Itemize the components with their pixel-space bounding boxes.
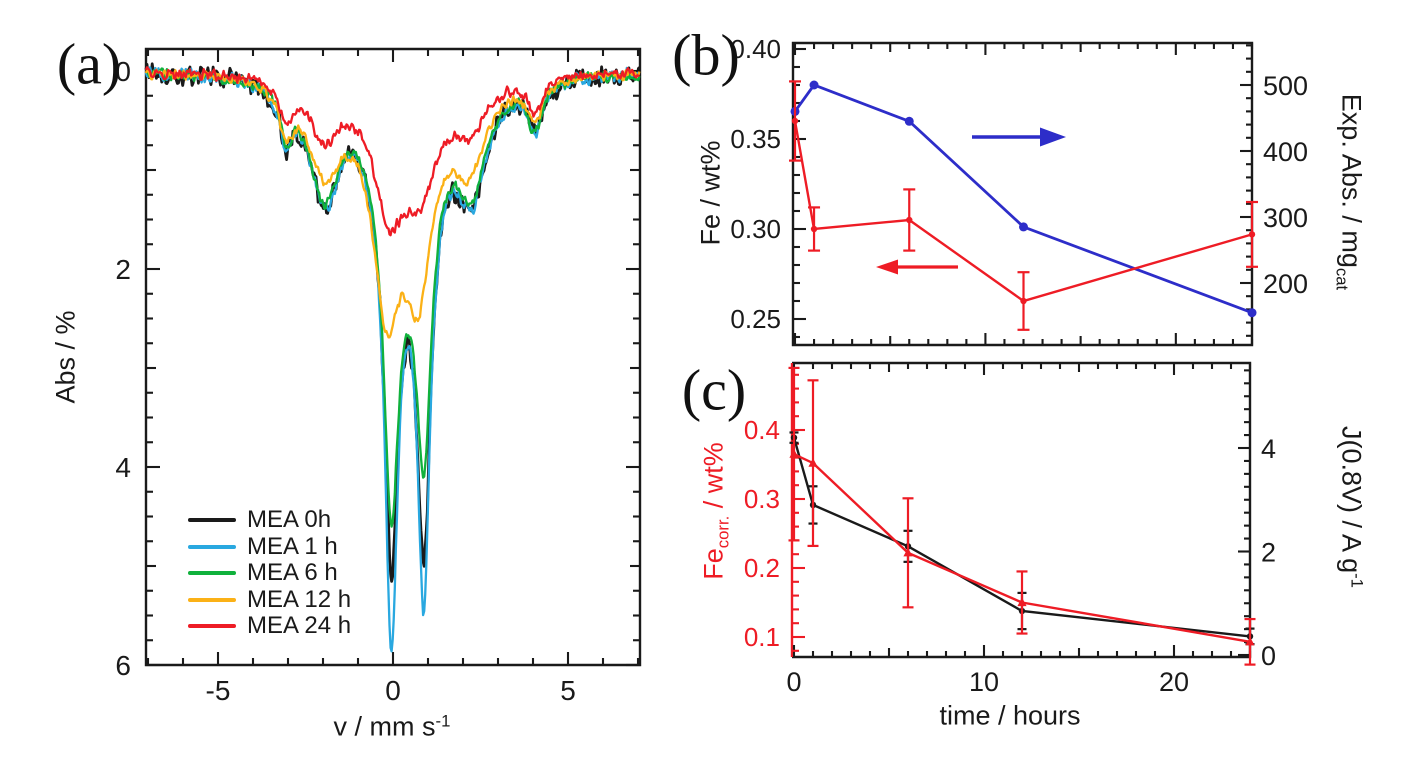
data-point-marker <box>1245 636 1255 646</box>
title-text: Exp. Abs. / mg <box>1336 93 1367 268</box>
panel-a-spectra <box>144 62 641 653</box>
panel-b-left-tick-label: 0.35 <box>730 124 781 154</box>
panel-c-plot <box>790 361 1252 659</box>
subscript: corr. <box>713 515 733 549</box>
panel-a-y-tick-label: 2 <box>115 254 131 285</box>
panel-b-left-tick-label: 0.25 <box>730 304 781 334</box>
panel-b-right-tick-label: 500 <box>1263 71 1308 101</box>
panel-a-y-tick-label: 4 <box>115 452 131 483</box>
data-point-marker <box>903 547 913 557</box>
title-text: J(0.8V) / A g <box>1336 426 1367 574</box>
panel-a-y-tick-label: 0 <box>115 56 131 87</box>
panel-a-x-tick-label: 0 <box>385 675 401 706</box>
panel-b-right-tick-label: 200 <box>1263 269 1308 299</box>
legend-swatch <box>188 571 236 576</box>
spectrum-line-mea-12-h <box>144 68 641 339</box>
panel-a-plot <box>144 47 642 667</box>
panel-b-plot <box>791 41 1254 347</box>
panel-b-tick-labels: 0.40 0.35 0.30 0.25 500 400 300 200 <box>730 34 1308 334</box>
legend-item: MEA 0h <box>188 506 351 534</box>
legend-swatch <box>188 597 236 602</box>
panel-c-right-axis-title: J(0.8V) / A g-1 <box>1335 426 1366 588</box>
panel-b-series <box>789 80 1259 331</box>
blue-right-arrow-head <box>1040 127 1066 147</box>
spectrum-line-mea-24-h <box>144 66 640 237</box>
data-point-marker <box>810 225 818 233</box>
panel-c-series <box>788 366 1256 666</box>
title-text: v / mm s <box>333 711 436 742</box>
legend-item: MEA 6 h <box>188 559 351 587</box>
panel-c-left-axis-title: Fecorr. / wt% <box>699 442 734 580</box>
legend-item: MEA 1 h <box>188 532 351 560</box>
panel-a-x-tick-label: -5 <box>206 675 231 706</box>
legend-label: MEA 24 h <box>247 612 352 640</box>
data-point-marker <box>808 458 818 467</box>
panel-a-letter: (a) <box>56 31 122 97</box>
legend-swatch <box>188 544 236 549</box>
title-text: / wt% <box>698 442 729 516</box>
data-point-marker <box>809 80 819 90</box>
legend-label: MEA 0h <box>247 506 332 534</box>
legend-swatch <box>188 518 236 523</box>
panel-c-left-tick-label: 0.3 <box>744 484 780 514</box>
panel-a-y-axis-title: Abs / % <box>50 310 81 404</box>
panel-c-left-tick-label: 0.2 <box>744 553 780 583</box>
legend-item: MEA 24 h <box>188 612 352 640</box>
spectrum-line-mea-6-h <box>145 67 641 528</box>
panel-c-x-tick-label: 20 <box>1159 667 1189 697</box>
panel-b-right-tick-label: 400 <box>1263 137 1308 167</box>
panel-c-x-tick-label: 0 <box>786 667 801 697</box>
panel-b-left-axis-title: Fe / wt% <box>695 140 726 246</box>
data-point-marker <box>1020 297 1027 305</box>
panel-c-left-tick-label: 0.1 <box>744 622 780 652</box>
panel-c-x-tick-label: 10 <box>969 667 999 697</box>
data-point-marker <box>1017 597 1027 607</box>
data-point-marker <box>906 216 913 224</box>
panel-b-right-axis-title: Exp. Abs. / mgcat <box>1332 94 1367 290</box>
data-point-marker <box>789 449 799 458</box>
panel-b-axis-arrows <box>876 127 1066 275</box>
superscript: -1 <box>435 711 451 731</box>
spectra-legend: MEA 0h MEA 1 h MEA 6 h MEA 12 h MEA 24 h <box>188 506 352 640</box>
panel-c-letter: (c) <box>681 357 747 423</box>
legend-swatch <box>188 624 236 629</box>
panel-c-right-tick-label: 0 <box>1261 641 1276 671</box>
legend-item: MEA 12 h <box>188 585 352 613</box>
panel-c-right-tick-label: 2 <box>1261 538 1276 568</box>
panel-c-x-axis-title: time / hours <box>939 700 1081 731</box>
panel-a-y-tick-label: 6 <box>115 650 131 681</box>
red-left-arrow-head <box>876 259 898 275</box>
superscript: -1 <box>1347 573 1367 588</box>
title-text: Fe <box>698 548 729 580</box>
panel-c-right-tick-label: 4 <box>1261 434 1276 464</box>
legend-label: MEA 6 h <box>247 559 338 587</box>
panel-a-x-tick-label: 5 <box>560 675 576 706</box>
legend-label: MEA 12 h <box>247 585 352 613</box>
panel-b-right-tick-label: 300 <box>1263 203 1308 233</box>
data-point-marker <box>904 116 914 126</box>
panel-b-left-tick-label: 0.40 <box>730 34 781 64</box>
subscript: cat <box>1332 267 1352 291</box>
panel-b-letter: (b) <box>672 22 740 88</box>
data-point-marker <box>1247 308 1257 318</box>
legend-label: MEA 1 h <box>247 532 338 560</box>
panel-b-left-tick-label: 0.30 <box>730 214 781 244</box>
data-point-marker <box>1248 231 1256 238</box>
panel-a-x-axis-title: v / mm s-1 <box>334 711 451 742</box>
data-point-marker <box>1019 222 1029 232</box>
data-point-marker <box>791 117 799 125</box>
panel-c-left-tick-label: 0.4 <box>744 415 780 445</box>
panel-a-tick-labels: 0 2 4 6 -5 0 5 <box>115 56 575 706</box>
